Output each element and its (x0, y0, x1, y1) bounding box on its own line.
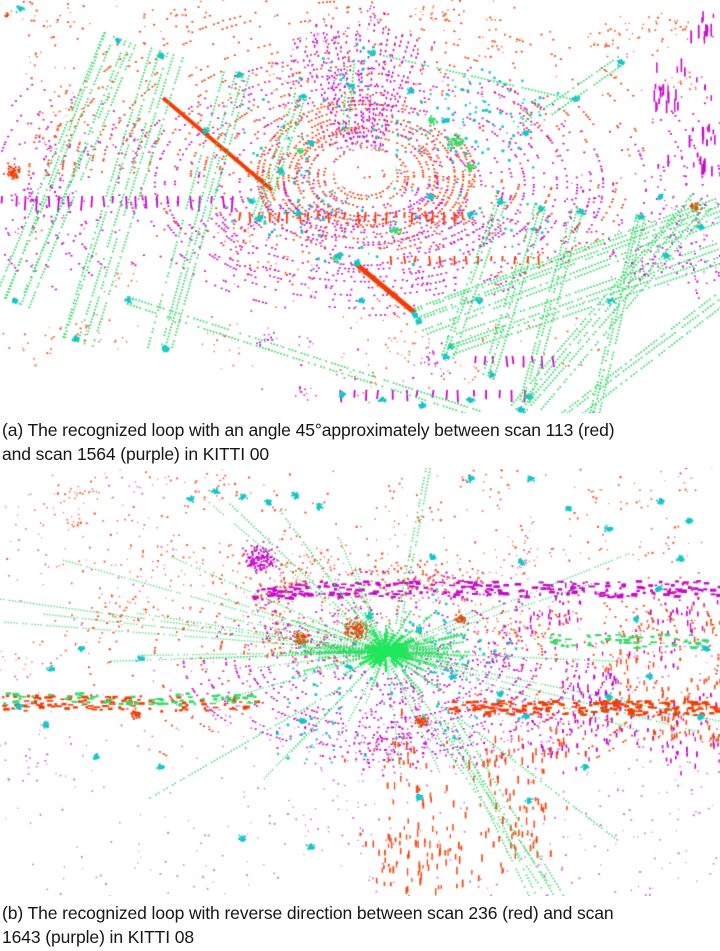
caption-a-line1: (a) The recognized loop with an angle 45… (2, 420, 615, 440)
panel-a-pointcloud-image (0, 0, 720, 413)
caption-b: (b) The recognized loop with reverse dir… (0, 896, 720, 951)
caption-a: (a) The recognized loop with an angle 45… (0, 413, 720, 468)
caption-a-line2: and scan 1564 (purple) in KITTI 00 (2, 444, 270, 464)
panel-b-pointcloud-image (0, 468, 720, 896)
panel-b (0, 468, 720, 896)
panel-a (0, 0, 720, 413)
caption-b-line1: (b) The recognized loop with reverse dir… (2, 903, 614, 923)
caption-b-line2: 1643 (purple) in KITTI 08 (2, 927, 195, 947)
